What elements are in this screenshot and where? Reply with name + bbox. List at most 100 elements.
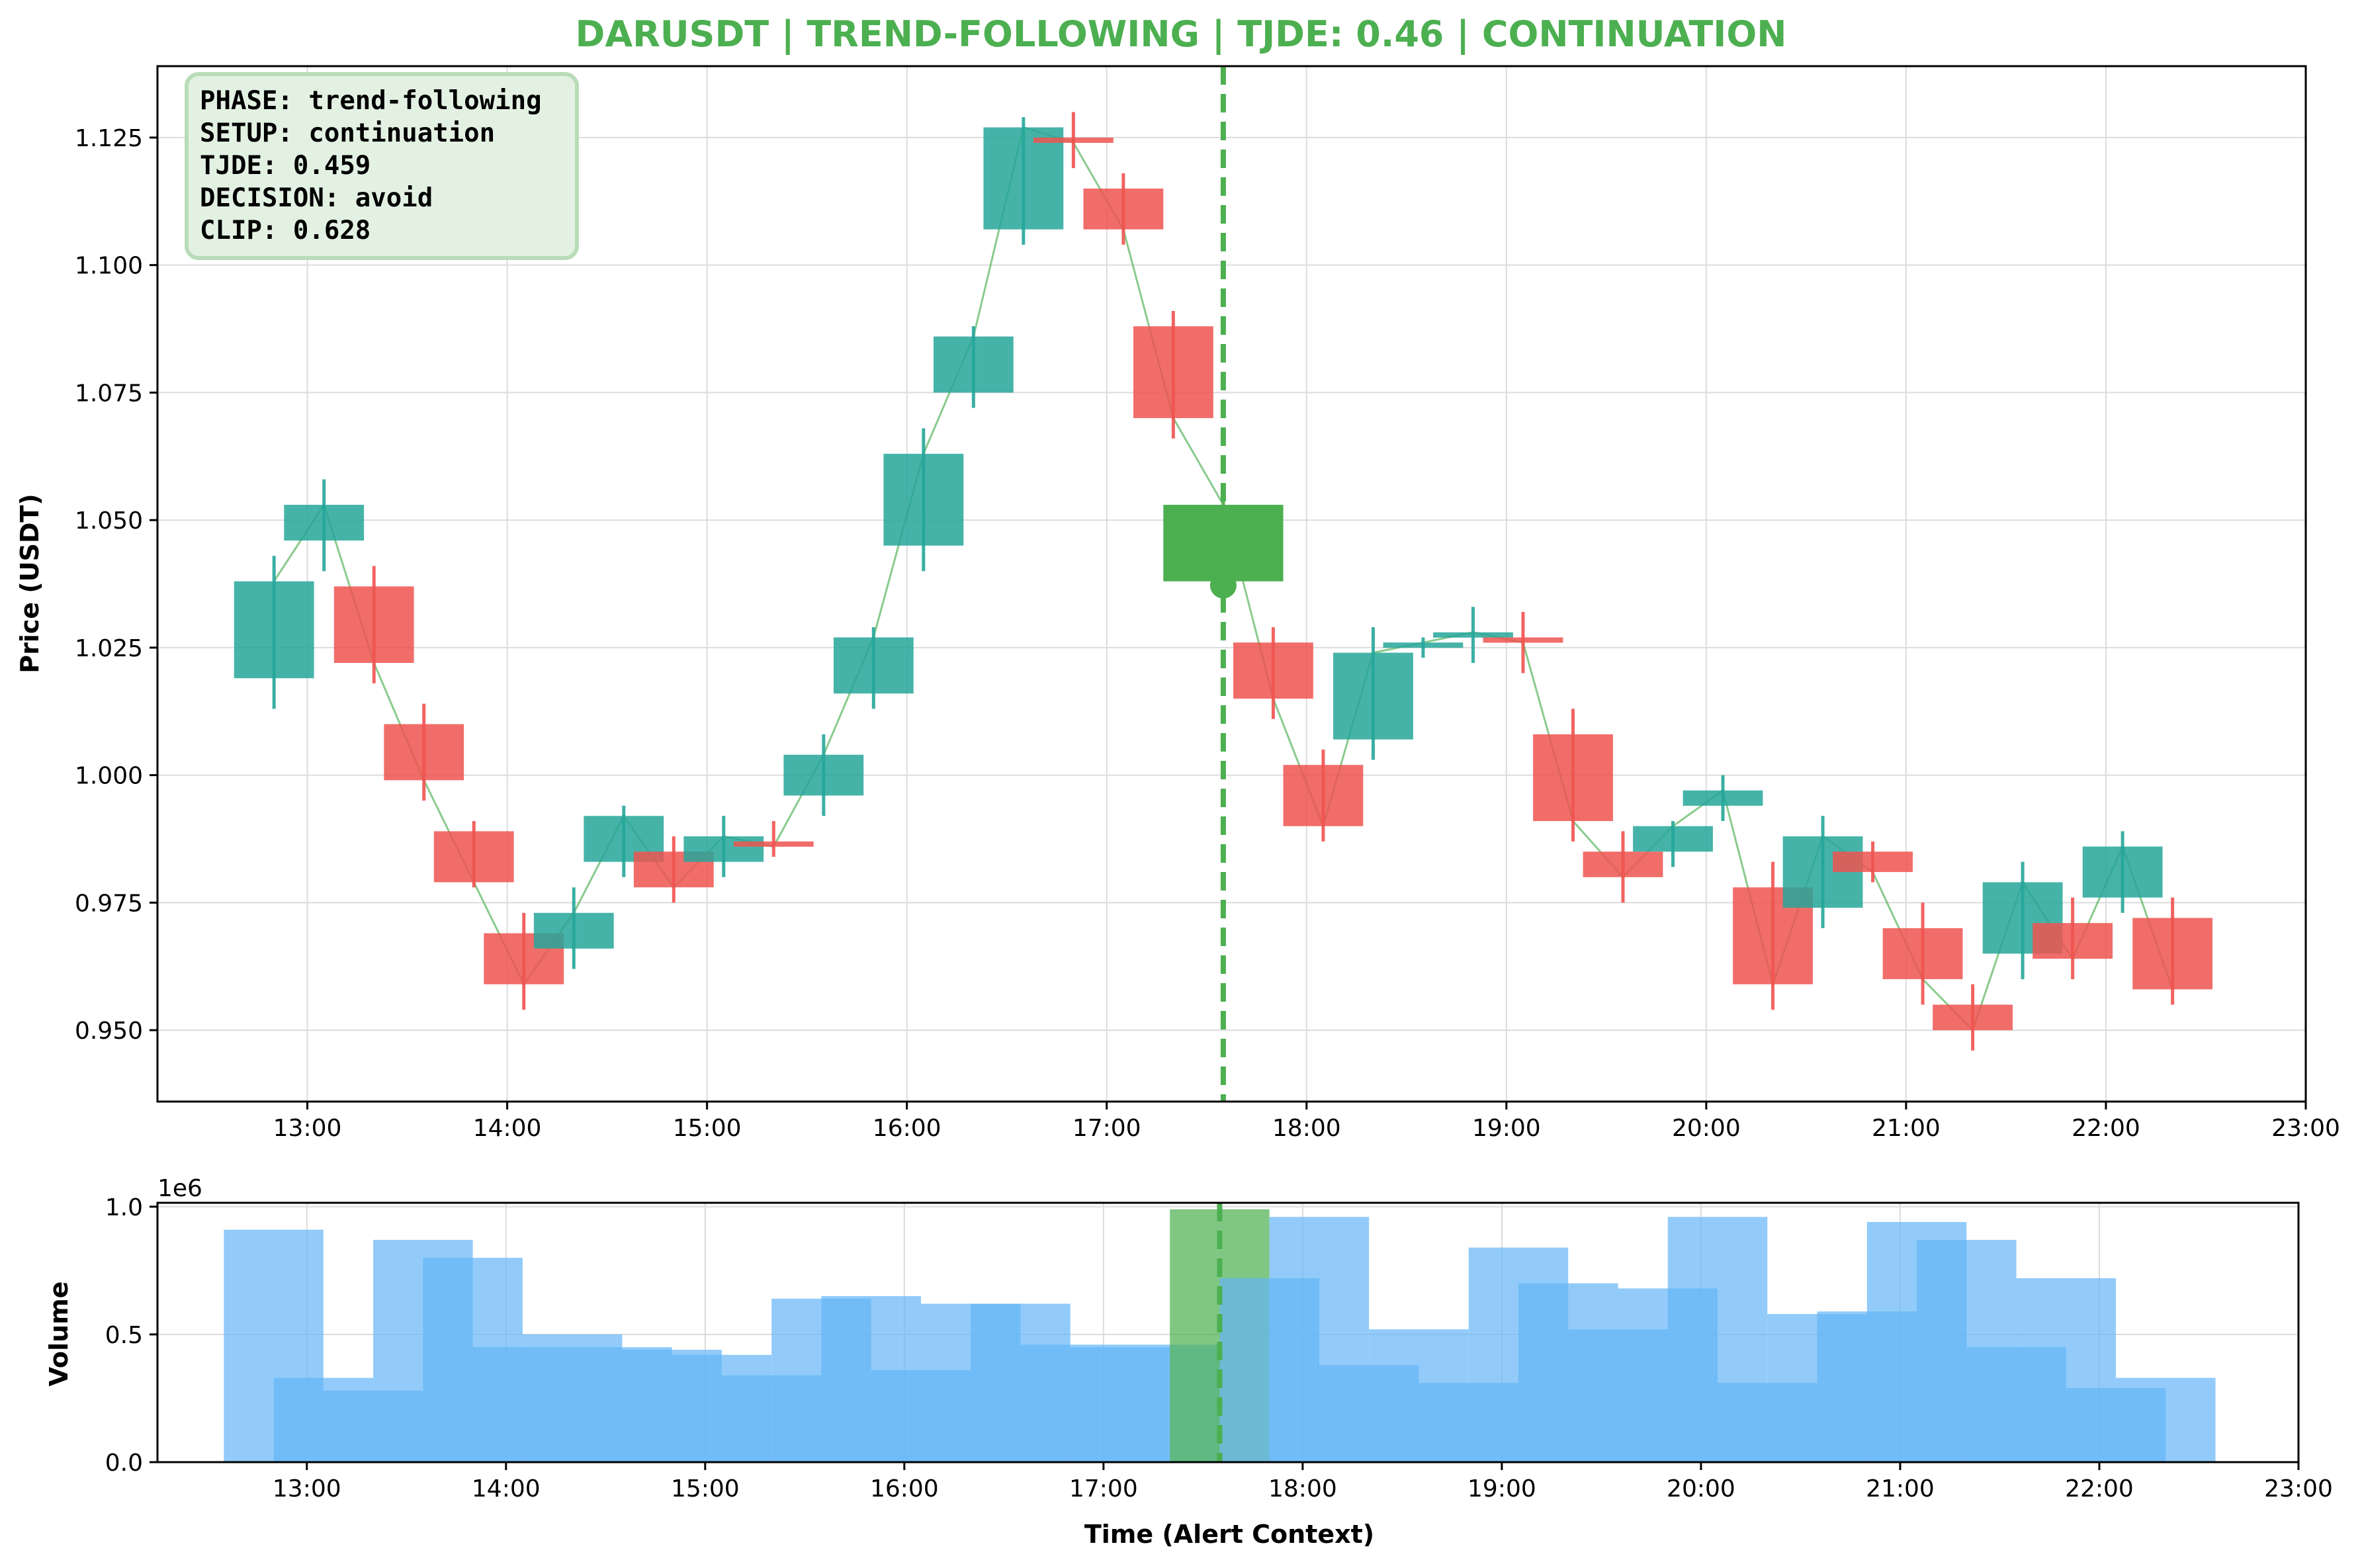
- candle-body: [1782, 836, 1863, 908]
- info-decision: DECISION: avoid: [200, 183, 433, 213]
- candles-layer: [234, 112, 2213, 1051]
- bullish-candle: [783, 734, 864, 816]
- info-box-background: [185, 72, 579, 260]
- volume-bars-layer: [224, 1209, 2216, 1462]
- price-x-tick-label: 23:00: [2271, 1115, 2340, 1142]
- bullish-candle: [234, 556, 314, 709]
- price-x-tick-label: 14:00: [473, 1115, 542, 1142]
- candle-body: [1583, 851, 1663, 877]
- volume-x-tick-label: 19:00: [1467, 1475, 1536, 1503]
- bullish-candle: [533, 887, 614, 969]
- bullish-candle: [683, 816, 764, 877]
- bearish-candle: [633, 836, 714, 903]
- volume-x-tick-label: 15:00: [671, 1475, 740, 1503]
- volume-panel: 0.0 0.5 1.0 13:00 14:00 15:00 16:00 17:00 18:00…: [44, 1175, 2333, 1549]
- price-y-tick-label: 0.975: [75, 890, 143, 917]
- candle-body: [384, 724, 464, 781]
- candle-body: [1033, 137, 1114, 143]
- bearish-candle: [1133, 311, 1213, 439]
- price-y-tick-label: 0.950: [75, 1018, 143, 1045]
- volume-x-tick-label: 14:00: [472, 1475, 541, 1503]
- candle-body: [1083, 189, 1164, 230]
- volume-x-tick-label: 20:00: [1667, 1475, 1735, 1503]
- bearish-candle: [1233, 627, 1313, 719]
- bearish-candle: [733, 820, 814, 857]
- bullish-candle: [1383, 637, 1464, 658]
- candle-body: [1483, 637, 1563, 643]
- price-x-tick-label: 17:00: [1072, 1115, 1141, 1142]
- price-x-tick-label: 19:00: [1472, 1115, 1541, 1142]
- bearish-candle: [1533, 709, 1613, 842]
- bullish-candle: [1982, 861, 2063, 979]
- bullish-candle: [1333, 627, 1413, 760]
- chart-title: DARUSDT | TREND-FOLLOWING | TJDE: 0.46 |…: [576, 13, 1787, 55]
- volume-y-ticks: 0.0 0.5 1.0: [105, 1194, 157, 1477]
- volume-axes-frame: [156, 1201, 2300, 1463]
- x-axis-label: Time (Alert Context): [1084, 1520, 1374, 1549]
- info-tjde: TJDE: 0.459: [200, 151, 371, 181]
- bearish-candle: [333, 566, 414, 683]
- candle-body: [783, 754, 864, 796]
- volume-x-tick-label: 13:00: [273, 1475, 341, 1503]
- candle-body: [1933, 1004, 2013, 1031]
- candle-body: [1533, 734, 1613, 821]
- bearish-candle: [1283, 750, 1364, 842]
- candle-body: [683, 836, 764, 862]
- bullish-candle: [1433, 607, 1513, 663]
- bullish-candle: [2082, 831, 2163, 913]
- bullish-candle: [883, 428, 964, 572]
- candle-body: [1133, 326, 1213, 418]
- candle-body: [2132, 918, 2213, 990]
- price-y-ticks: 0.950 0.975 1.000 1.025 1.050 1.075 1.100 1.125: [75, 125, 157, 1045]
- volume-x-tick-label: 23:00: [2264, 1475, 2333, 1503]
- bearish-candle: [1933, 984, 2013, 1051]
- candle-body: [833, 637, 914, 694]
- price-x-tick-label: 20:00: [1672, 1115, 1741, 1142]
- bearish-candle: [1033, 112, 1114, 169]
- candle-body: [433, 831, 514, 883]
- price-y-tick-label: 1.125: [75, 125, 143, 152]
- info-setup: SETUP: continuation: [200, 118, 495, 148]
- volume-x-ticks: 13:00 14:00 15:00 16:00 17:00 18:00 19:00 20:00…: [273, 1462, 2333, 1503]
- bearish-candle: [1882, 902, 1963, 1005]
- candle-body: [1833, 851, 1913, 873]
- candle-body: [2082, 846, 2163, 898]
- candle-body: [1333, 652, 1413, 740]
- price-y-tick-label: 1.050: [75, 507, 143, 535]
- volume-y-tick-label: 0.5: [105, 1322, 143, 1349]
- price-x-tick-label: 13:00: [273, 1115, 342, 1142]
- price-x-tick-label: 18:00: [1272, 1115, 1341, 1142]
- price-y-tick-label: 1.025: [75, 635, 143, 662]
- candle-body: [1433, 632, 1513, 638]
- candle-body: [1633, 826, 1713, 852]
- info-clip: CLIP: 0.628: [200, 216, 371, 245]
- candle-body: [1383, 642, 1464, 648]
- bullish-candle: [1683, 775, 1763, 821]
- candle-body: [1233, 642, 1313, 699]
- volume-exponent-label: 1e6: [157, 1175, 202, 1202]
- volume-y-axis-label: Volume: [44, 1282, 73, 1387]
- bearish-candle: [1833, 841, 1913, 883]
- bullish-candle: [1633, 820, 1713, 867]
- info-phase: PHASE: trend-following: [200, 86, 542, 116]
- volume-x-tick-label: 22:00: [2065, 1475, 2134, 1503]
- price-y-tick-label: 1.075: [75, 380, 143, 407]
- candle-body: [333, 586, 414, 663]
- price-x-tick-label: 21:00: [1872, 1115, 1941, 1142]
- bearish-candle: [2132, 897, 2213, 1005]
- price-y-tick-label: 1.000: [75, 763, 143, 790]
- price-x-tick-label: 22:00: [2072, 1115, 2140, 1142]
- bearish-candle: [1483, 611, 1563, 674]
- candle-body: [983, 127, 1064, 230]
- bearish-candle: [433, 820, 514, 888]
- bullish-candle: [833, 627, 914, 709]
- bearish-candle: [384, 703, 464, 801]
- candle-body: [933, 336, 1014, 393]
- candle-body: [1283, 765, 1364, 826]
- bullish-candle: [1782, 816, 1863, 928]
- price-panel: 0.950 0.975 1.000 1.025 1.050 1.075 1.100 1.125…: [15, 65, 2340, 1142]
- volume-x-tick-label: 17:00: [1069, 1475, 1138, 1503]
- alert-marker: [1209, 572, 1237, 599]
- price-x-tick-label: 15:00: [673, 1115, 742, 1142]
